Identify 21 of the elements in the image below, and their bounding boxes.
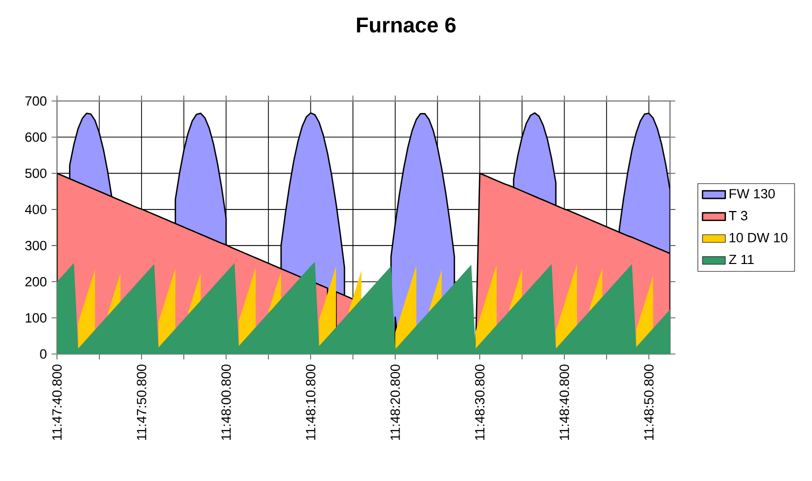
legend-label: Z 11 [729, 254, 754, 264]
legend-label: FW 130 [730, 188, 775, 198]
x-tick-label: 11:48:30.800 [475, 364, 484, 440]
x-tick-label: 11:48:10.800 [306, 364, 316, 440]
x-tick-label: 11:47:40.800 [52, 364, 62, 440]
y-tick-label: 300 [25, 240, 46, 250]
y-tick-label: 0 [40, 349, 46, 359]
legend-label: 10 DW 10 [730, 232, 788, 242]
x-tick-label: 11:47:50.800 [136, 364, 146, 440]
x-tick-label: 11:48:00.800 [221, 364, 231, 440]
y-tick-label: 200 [25, 277, 46, 286]
x-tick-label: 11:48:20.800 [390, 364, 400, 440]
y-tick-label: 700 [25, 96, 46, 106]
y-tick-label: 600 [25, 132, 46, 142]
x-tick-label: 11:48:40.800 [560, 364, 570, 440]
chart-title: Furnace 6 [357, 17, 456, 33]
legend-label: T 3 [728, 210, 748, 220]
y-tick-label: 400 [25, 204, 46, 214]
x-tick-label: 11:48:50.800 [644, 364, 654, 440]
y-tick-label: 100 [26, 313, 46, 323]
y-tick-label: 500 [25, 168, 46, 178]
